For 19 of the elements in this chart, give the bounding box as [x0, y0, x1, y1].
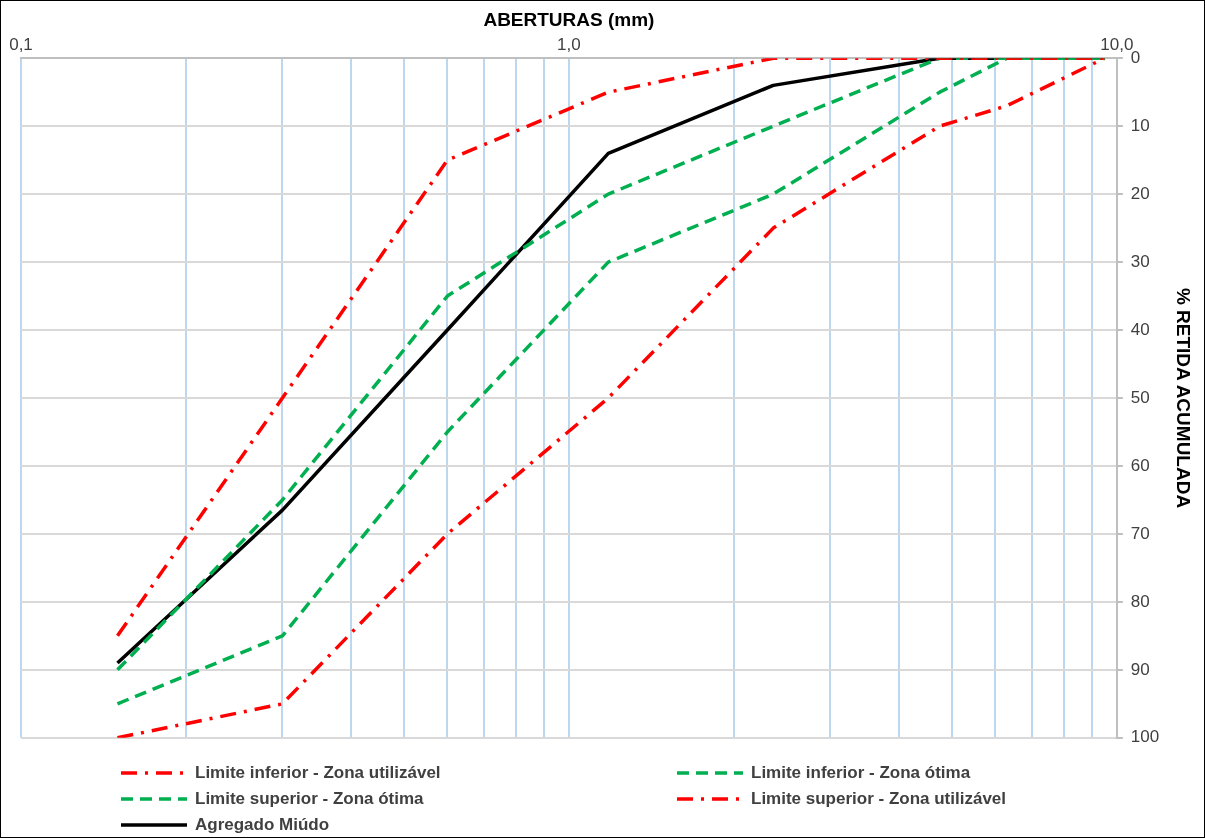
legend-label: Limite inferior - Zona utilizável	[195, 763, 441, 783]
y2-tick-label: 70	[1130, 523, 1150, 543]
y2-tick-label: 20	[1130, 183, 1150, 203]
legend-label: Limite superior - Zona ótima	[195, 789, 424, 809]
legend-label: Agregado Miúdo	[195, 815, 330, 835]
x-tick-label: 1,0	[557, 34, 581, 54]
x-tick-label: 0,1	[9, 34, 33, 54]
y2-tick-label: 40	[1130, 319, 1150, 339]
y2-tick-label: 80	[1130, 591, 1150, 611]
x-axis-title: ABERTURAS (mm)	[483, 8, 655, 30]
legend-label: Limite inferior - Zona ótima	[751, 763, 971, 783]
y2-tick-label: 100	[1130, 727, 1160, 747]
y2-tick-label: 50	[1130, 387, 1150, 407]
y2-tick-label: 10	[1130, 115, 1150, 135]
y2-tick-label: 60	[1130, 455, 1150, 475]
y2-tick-label: 30	[1130, 251, 1150, 271]
y2-tick-label: 90	[1130, 659, 1150, 679]
legend-label: Limite superior - Zona utilizável	[751, 789, 1007, 809]
y2-axis-title: % RETIDA ACUMULADA	[1173, 287, 1195, 509]
